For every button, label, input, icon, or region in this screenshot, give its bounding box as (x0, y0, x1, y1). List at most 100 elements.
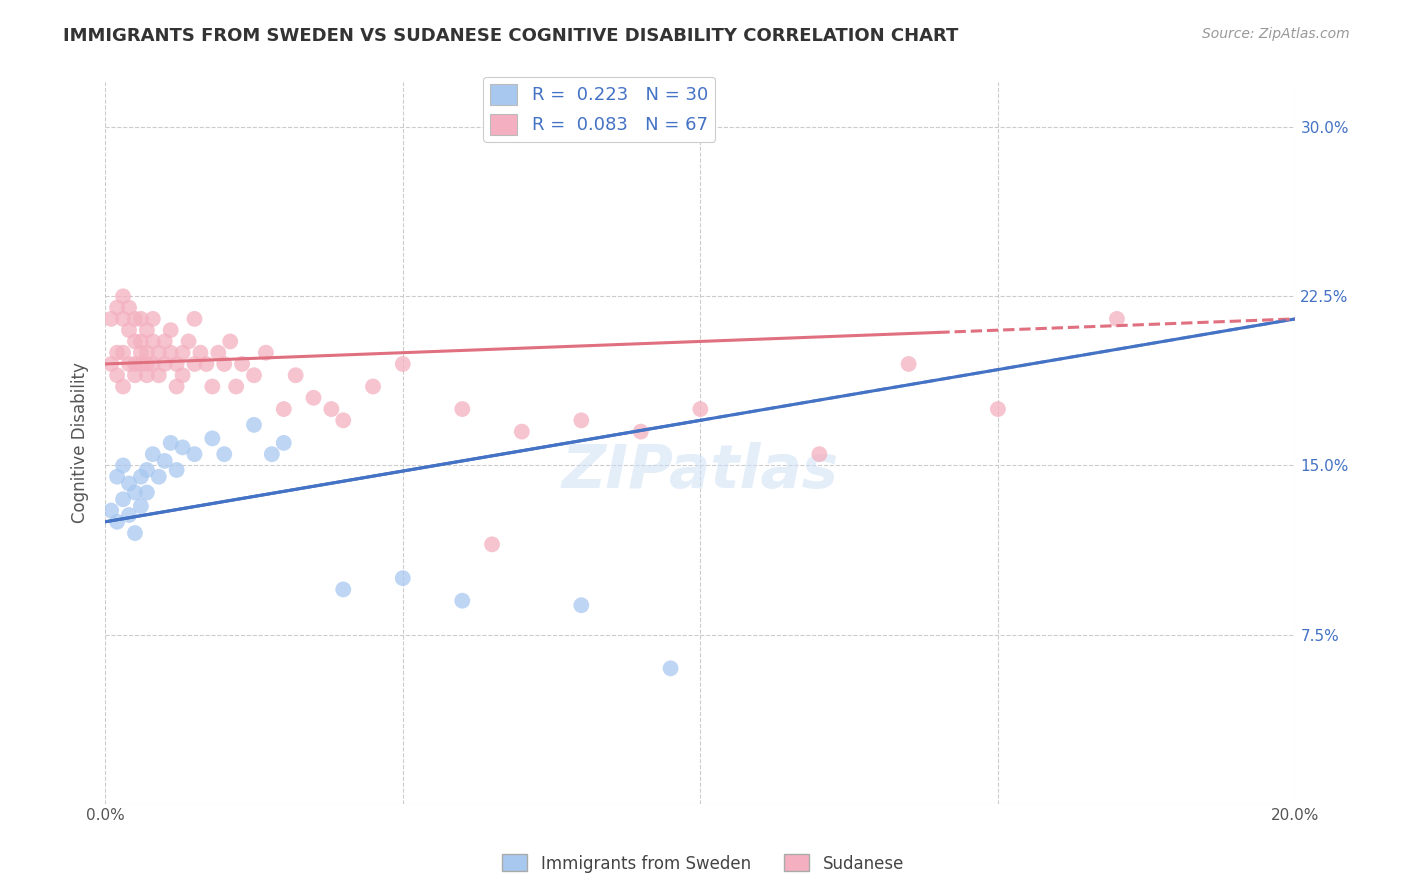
Point (118, 323, 141, 337)
Point (142, 357, 165, 371)
Point (302, 391, 325, 405)
Point (112, 289, 135, 303)
Point (142, 447, 165, 461)
Point (225, 379, 247, 393)
Point (118, 508, 141, 522)
Point (105, 301, 128, 315)
Point (172, 368, 194, 383)
Point (118, 301, 141, 315)
Point (569, 598, 592, 612)
Point (332, 413, 354, 427)
Point (569, 413, 592, 427)
Point (105, 469, 128, 483)
Point (153, 357, 176, 371)
Point (183, 311, 205, 326)
Point (195, 357, 218, 371)
Point (135, 463, 157, 477)
Point (135, 345, 157, 359)
Point (172, 345, 194, 359)
Point (129, 345, 152, 359)
Point (112, 379, 135, 393)
Point (897, 357, 920, 371)
Point (112, 345, 135, 359)
Point (166, 357, 188, 371)
Point (166, 463, 188, 477)
Point (148, 345, 170, 359)
Legend: R =  0.223   N = 30, R =  0.083   N = 67: R = 0.223 N = 30, R = 0.083 N = 67 (484, 77, 716, 142)
Point (148, 469, 170, 483)
Point (112, 458, 135, 473)
Point (451, 402, 474, 417)
Text: Source: ZipAtlas.com: Source: ZipAtlas.com (1202, 27, 1350, 41)
Point (183, 357, 205, 371)
Point (142, 334, 165, 349)
Point (201, 431, 224, 445)
Point (124, 357, 146, 371)
Point (124, 526, 146, 541)
Point (219, 334, 242, 349)
Point (153, 454, 176, 468)
Point (987, 402, 1010, 417)
Point (243, 368, 266, 383)
Point (659, 661, 682, 675)
Point (201, 379, 224, 393)
Point (361, 379, 384, 393)
Point (135, 485, 157, 500)
Point (391, 571, 413, 585)
Point (391, 357, 413, 371)
Point (129, 357, 152, 371)
Point (159, 436, 181, 450)
Point (124, 485, 146, 500)
Legend: Immigrants from Sweden, Sudanese: Immigrants from Sweden, Sudanese (495, 847, 911, 880)
Point (112, 492, 135, 507)
Point (273, 402, 295, 417)
Text: IMMIGRANTS FROM SWEDEN VS SUDANESE COGNITIVE DISABILITY CORRELATION CHART: IMMIGRANTS FROM SWEDEN VS SUDANESE COGNI… (63, 27, 959, 45)
Point (159, 345, 181, 359)
Point (135, 323, 157, 337)
Y-axis label: Cognitive Disability: Cognitive Disability (72, 362, 89, 524)
Point (212, 357, 235, 371)
Point (135, 357, 157, 371)
Point (231, 357, 253, 371)
Point (100, 503, 122, 517)
Point (129, 499, 152, 513)
Point (183, 447, 205, 461)
Point (153, 334, 176, 349)
Point (100, 357, 122, 371)
Point (808, 447, 831, 461)
Point (129, 334, 152, 349)
Point (129, 469, 152, 483)
Point (118, 357, 141, 371)
Point (124, 334, 146, 349)
Point (172, 441, 194, 455)
Point (273, 436, 295, 450)
Point (159, 323, 181, 337)
Point (212, 447, 235, 461)
Point (118, 476, 141, 491)
Text: ZIPatlas: ZIPatlas (562, 442, 839, 501)
Point (124, 311, 146, 326)
Point (451, 593, 474, 607)
Point (166, 379, 188, 393)
Point (177, 334, 200, 349)
Point (135, 368, 157, 383)
Point (481, 537, 503, 551)
Point (190, 345, 212, 359)
Point (1105, 311, 1128, 326)
Point (142, 311, 165, 326)
Point (689, 402, 711, 417)
Point (124, 368, 146, 383)
Point (129, 311, 152, 326)
Point (332, 582, 354, 597)
Point (321, 402, 343, 417)
Point (207, 345, 229, 359)
Point (260, 447, 283, 461)
Point (100, 311, 122, 326)
Point (112, 311, 135, 326)
Point (243, 417, 266, 432)
Point (105, 368, 128, 383)
Point (284, 368, 307, 383)
Point (254, 345, 277, 359)
Point (105, 515, 128, 529)
Point (510, 425, 533, 439)
